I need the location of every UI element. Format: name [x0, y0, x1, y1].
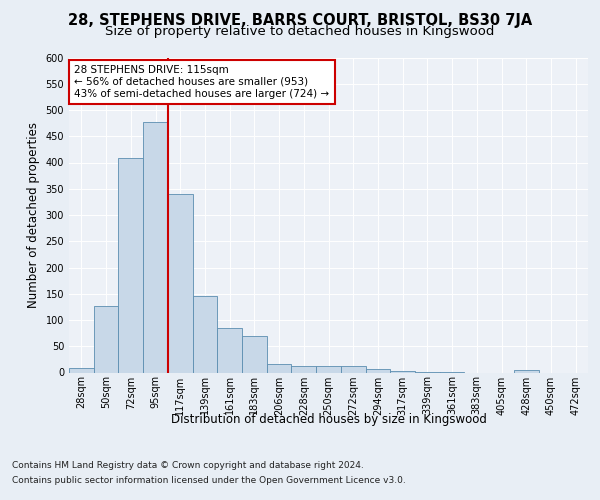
Bar	[341, 366, 365, 372]
Bar	[242, 336, 267, 372]
Text: 28 STEPHENS DRIVE: 115sqm
← 56% of detached houses are smaller (953)
43% of semi: 28 STEPHENS DRIVE: 115sqm ← 56% of detac…	[74, 66, 329, 98]
Text: Size of property relative to detached houses in Kingswood: Size of property relative to detached ho…	[106, 25, 494, 38]
Bar	[168, 194, 193, 372]
Bar	[118, 158, 143, 372]
Text: 28, STEPHENS DRIVE, BARRS COURT, BRISTOL, BS30 7JA: 28, STEPHENS DRIVE, BARRS COURT, BRISTOL…	[68, 12, 532, 28]
Bar	[143, 122, 168, 372]
Bar	[316, 366, 341, 372]
Bar	[94, 306, 118, 372]
Bar	[514, 370, 539, 372]
Bar	[390, 371, 415, 372]
Bar	[267, 364, 292, 372]
Bar	[217, 328, 242, 372]
Bar	[365, 369, 390, 372]
Text: Distribution of detached houses by size in Kingswood: Distribution of detached houses by size …	[171, 412, 487, 426]
Y-axis label: Number of detached properties: Number of detached properties	[27, 122, 40, 308]
Bar	[292, 366, 316, 372]
Bar	[69, 368, 94, 372]
Text: Contains public sector information licensed under the Open Government Licence v3: Contains public sector information licen…	[12, 476, 406, 485]
Bar	[193, 296, 217, 372]
Text: Contains HM Land Registry data © Crown copyright and database right 2024.: Contains HM Land Registry data © Crown c…	[12, 461, 364, 470]
